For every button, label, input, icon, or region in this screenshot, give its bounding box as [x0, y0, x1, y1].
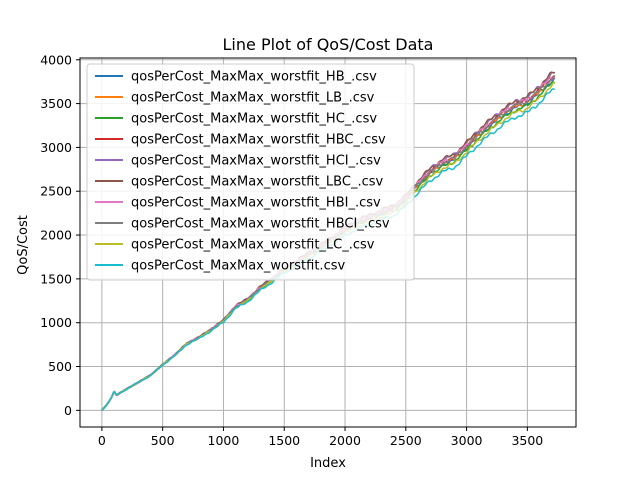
y-axis-label: QoS/Cost	[16, 215, 31, 275]
x-tick-label: 1000	[208, 433, 240, 448]
x-tick-label: 3500	[511, 433, 543, 448]
legend-label-3: qosPerCost_MaxMax_worstfit_HBC_.csv	[131, 133, 386, 148]
legend-label-4: qosPerCost_MaxMax_worstfit_HCI_.csv	[131, 154, 381, 169]
plot-frame	[79, 57, 577, 428]
y-tick-label: 3500	[40, 96, 72, 111]
x-tick-label: 500	[151, 433, 175, 448]
legend-label-0: qosPerCost_MaxMax_worstfit_HB_.csv	[131, 70, 377, 85]
legend-label-8: qosPerCost_MaxMax_worstfit_LC_.csv	[131, 238, 375, 253]
y-tick-label: 3000	[40, 140, 72, 155]
y-tick-label: 500	[48, 359, 72, 374]
legend-label-5: qosPerCost_MaxMax_worstfit_LBC_.csv	[131, 175, 383, 190]
x-tick-label: 2000	[329, 433, 361, 448]
legend-label-2: qosPerCost_MaxMax_worstfit_HC_.csv	[131, 112, 377, 127]
y-tick-label: 2000	[40, 228, 72, 243]
legend-label-7: qosPerCost_MaxMax_worstfit_HBCI_.csv	[131, 217, 390, 232]
legend-label-9: qosPerCost_MaxMax_worstfit.csv	[131, 259, 345, 274]
legend-items: qosPerCost_MaxMax_worstfit_HB_.csv qosPer…	[95, 70, 390, 274]
legend-label-1: qosPerCost_MaxMax_worstfit_LB_.csv	[131, 91, 375, 106]
y-tick-label: 1500	[40, 271, 72, 286]
chart-title: Line Plot of QoS/Cost Data	[223, 35, 434, 54]
y-tick-label: 0	[64, 403, 72, 418]
legend: qosPerCost_MaxMax_worstfit_HB_.csv qosPer…	[86, 63, 415, 281]
y-tick-label: 2500	[40, 184, 72, 199]
x-axis-label: Index	[310, 456, 346, 471]
x-tick-label: 2500	[390, 433, 422, 448]
y-tick-label: 1000	[40, 315, 72, 330]
x-tick-label: 3000	[451, 433, 483, 448]
y-tick-label: 4000	[40, 52, 72, 67]
legend-label-6: qosPerCost_MaxMax_worstfit_HBI_.csv	[131, 196, 381, 211]
x-tick-label: 0	[98, 433, 106, 448]
legend-box	[86, 63, 415, 281]
x-tick-label: 1500	[268, 433, 300, 448]
axis-ticks: 0 500 1000 1500 2000 2500 3000 3500 0 500 1000 1500…	[40, 52, 543, 448]
